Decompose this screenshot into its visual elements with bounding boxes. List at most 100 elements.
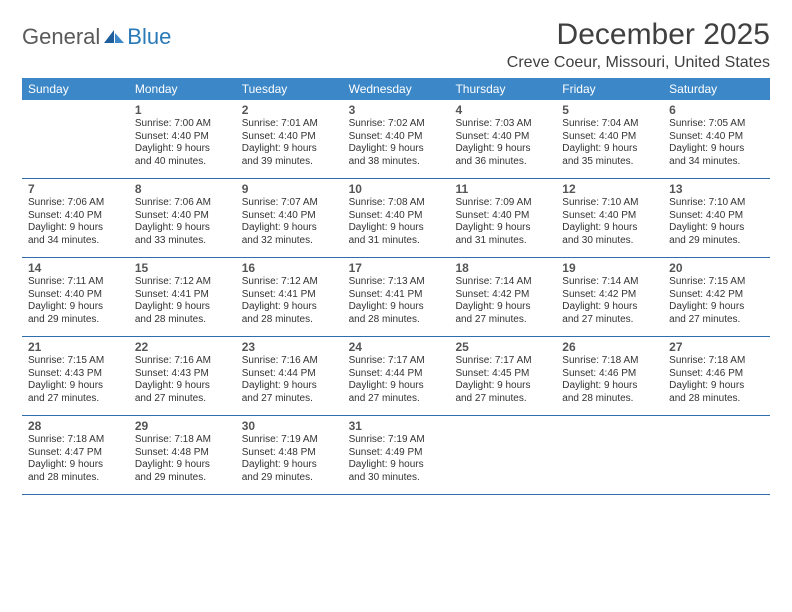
day-number: 8 (135, 182, 230, 196)
day-cell: 9Sunrise: 7:07 AMSunset: 4:40 PMDaylight… (236, 179, 343, 257)
sunrise-text: Sunrise: 7:07 AM (242, 197, 337, 210)
page-header: General Blue December 2025 Creve Coeur, … (22, 18, 770, 72)
day-cell: 11Sunrise: 7:09 AMSunset: 4:40 PMDayligh… (449, 179, 556, 257)
daylight-text: Daylight: 9 hours (349, 143, 444, 156)
title-block: December 2025 Creve Coeur, Missouri, Uni… (507, 18, 770, 72)
brand-logo: General Blue (22, 24, 171, 50)
calendar-page: General Blue December 2025 Creve Coeur, … (0, 0, 792, 513)
sunrise-text: Sunrise: 7:19 AM (349, 434, 444, 447)
sunset-text: Sunset: 4:40 PM (242, 210, 337, 223)
day-number: 6 (669, 103, 764, 117)
sunrise-text: Sunrise: 7:09 AM (455, 197, 550, 210)
day-number: 13 (669, 182, 764, 196)
day-number: 30 (242, 419, 337, 433)
sunset-text: Sunset: 4:44 PM (242, 368, 337, 381)
sunrise-text: Sunrise: 7:11 AM (28, 276, 123, 289)
daylight-text: Daylight: 9 hours (562, 380, 657, 393)
sunset-text: Sunset: 4:40 PM (349, 210, 444, 223)
sunset-text: Sunset: 4:46 PM (669, 368, 764, 381)
day-number: 25 (455, 340, 550, 354)
sunset-text: Sunset: 4:43 PM (135, 368, 230, 381)
daylight-text: Daylight: 9 hours (562, 143, 657, 156)
sunset-text: Sunset: 4:40 PM (562, 210, 657, 223)
sunset-text: Sunset: 4:40 PM (28, 289, 123, 302)
sunset-text: Sunset: 4:40 PM (455, 210, 550, 223)
daylight-text: Daylight: 9 hours (349, 459, 444, 472)
day-number: 22 (135, 340, 230, 354)
day-cell: 28Sunrise: 7:18 AMSunset: 4:47 PMDayligh… (22, 416, 129, 494)
week-row: 1Sunrise: 7:00 AMSunset: 4:40 PMDaylight… (22, 100, 770, 179)
day-cell (663, 416, 770, 494)
day-cell: 25Sunrise: 7:17 AMSunset: 4:45 PMDayligh… (449, 337, 556, 415)
sunset-text: Sunset: 4:40 PM (455, 131, 550, 144)
sunset-text: Sunset: 4:40 PM (349, 131, 444, 144)
daylight-text: and 29 minutes. (669, 235, 764, 248)
sunrise-text: Sunrise: 7:18 AM (562, 355, 657, 368)
sunrise-text: Sunrise: 7:18 AM (28, 434, 123, 447)
logo-text-blue: Blue (127, 24, 171, 50)
day-number: 2 (242, 103, 337, 117)
daylight-text: and 28 minutes. (28, 472, 123, 485)
week-row: 28Sunrise: 7:18 AMSunset: 4:47 PMDayligh… (22, 416, 770, 495)
daylight-text: and 28 minutes. (562, 393, 657, 406)
day-cell (449, 416, 556, 494)
daylight-text: Daylight: 9 hours (28, 459, 123, 472)
day-cell: 8Sunrise: 7:06 AMSunset: 4:40 PMDaylight… (129, 179, 236, 257)
day-cell: 23Sunrise: 7:16 AMSunset: 4:44 PMDayligh… (236, 337, 343, 415)
day-number: 18 (455, 261, 550, 275)
sunrise-text: Sunrise: 7:17 AM (349, 355, 444, 368)
sunset-text: Sunset: 4:40 PM (669, 131, 764, 144)
daylight-text: Daylight: 9 hours (669, 301, 764, 314)
day-number: 28 (28, 419, 123, 433)
day-cell: 19Sunrise: 7:14 AMSunset: 4:42 PMDayligh… (556, 258, 663, 336)
day-cell: 13Sunrise: 7:10 AMSunset: 4:40 PMDayligh… (663, 179, 770, 257)
daylight-text: and 38 minutes. (349, 156, 444, 169)
daylight-text: Daylight: 9 hours (455, 301, 550, 314)
sunset-text: Sunset: 4:48 PM (135, 447, 230, 460)
sunset-text: Sunset: 4:46 PM (562, 368, 657, 381)
daylight-text: and 30 minutes. (562, 235, 657, 248)
sunset-text: Sunset: 4:40 PM (135, 210, 230, 223)
daylight-text: and 29 minutes. (135, 472, 230, 485)
daylight-text: and 27 minutes. (349, 393, 444, 406)
daylight-text: and 31 minutes. (455, 235, 550, 248)
daylight-text: and 27 minutes. (242, 393, 337, 406)
weekday-header: Thursday (449, 78, 556, 100)
day-cell: 24Sunrise: 7:17 AMSunset: 4:44 PMDayligh… (343, 337, 450, 415)
daylight-text: Daylight: 9 hours (242, 301, 337, 314)
daylight-text: Daylight: 9 hours (455, 222, 550, 235)
day-number: 26 (562, 340, 657, 354)
day-number: 16 (242, 261, 337, 275)
sunrise-text: Sunrise: 7:06 AM (135, 197, 230, 210)
day-number: 23 (242, 340, 337, 354)
sunrise-text: Sunrise: 7:15 AM (28, 355, 123, 368)
day-number: 20 (669, 261, 764, 275)
day-cell: 20Sunrise: 7:15 AMSunset: 4:42 PMDayligh… (663, 258, 770, 336)
weekday-header: Saturday (663, 78, 770, 100)
daylight-text: and 27 minutes. (135, 393, 230, 406)
daylight-text: and 27 minutes. (455, 314, 550, 327)
daylight-text: and 39 minutes. (242, 156, 337, 169)
sunrise-text: Sunrise: 7:14 AM (455, 276, 550, 289)
sunrise-text: Sunrise: 7:06 AM (28, 197, 123, 210)
day-cell: 17Sunrise: 7:13 AMSunset: 4:41 PMDayligh… (343, 258, 450, 336)
day-cell: 18Sunrise: 7:14 AMSunset: 4:42 PMDayligh… (449, 258, 556, 336)
daylight-text: Daylight: 9 hours (349, 301, 444, 314)
daylight-text: Daylight: 9 hours (135, 301, 230, 314)
day-number: 24 (349, 340, 444, 354)
sunrise-text: Sunrise: 7:12 AM (135, 276, 230, 289)
sunset-text: Sunset: 4:40 PM (242, 131, 337, 144)
daylight-text: Daylight: 9 hours (242, 459, 337, 472)
sunset-text: Sunset: 4:41 PM (349, 289, 444, 302)
week-row: 7Sunrise: 7:06 AMSunset: 4:40 PMDaylight… (22, 179, 770, 258)
sunrise-text: Sunrise: 7:08 AM (349, 197, 444, 210)
weekday-header: Wednesday (343, 78, 450, 100)
sunset-text: Sunset: 4:45 PM (455, 368, 550, 381)
sunrise-text: Sunrise: 7:15 AM (669, 276, 764, 289)
day-number: 9 (242, 182, 337, 196)
sunset-text: Sunset: 4:47 PM (28, 447, 123, 460)
day-cell: 16Sunrise: 7:12 AMSunset: 4:41 PMDayligh… (236, 258, 343, 336)
daylight-text: Daylight: 9 hours (28, 301, 123, 314)
daylight-text: and 31 minutes. (349, 235, 444, 248)
sunrise-text: Sunrise: 7:12 AM (242, 276, 337, 289)
